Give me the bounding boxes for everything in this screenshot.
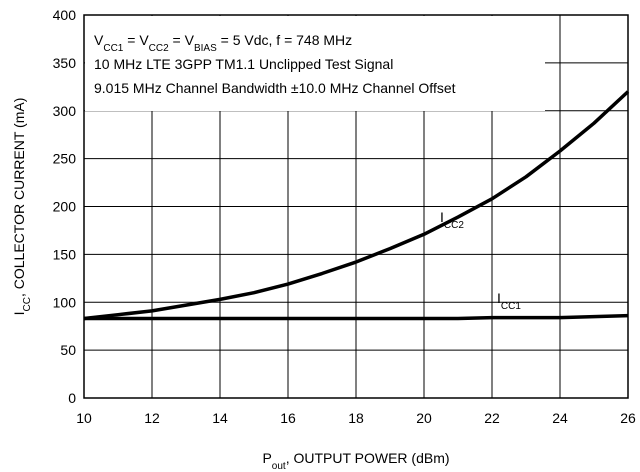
- annotation-line-part: = 5 Vdc, f = 748 MHz: [217, 32, 352, 48]
- x-axis-label-part: P: [262, 450, 271, 466]
- x-tick-label: 18: [348, 410, 364, 426]
- annotation-line-part: V: [94, 32, 104, 48]
- annotation-line: VCC1 = VCC2 = VBIAS = 5 Vdc, f = 748 MHz: [94, 32, 352, 54]
- annotation-line-part: CC1: [103, 43, 123, 54]
- y-axis-label-part: , COLLECTOR CURRENT (mA): [11, 98, 27, 297]
- x-tick-label: 12: [144, 410, 160, 426]
- annotation-line: 9.015 MHz Channel Bandwidth ±10.0 MHz Ch…: [94, 80, 456, 96]
- annotation-line-part: 9.015 MHz Channel Bandwidth ±10.0 MHz Ch…: [94, 80, 456, 96]
- series-label-part: I: [440, 209, 444, 225]
- y-axis-label-part: CC: [22, 297, 33, 311]
- annotation-line-part: 10 MHz LTE 3GPP TM1.1 Unclipped Test Sig…: [94, 56, 393, 72]
- series-label: ICC1: [497, 290, 521, 312]
- y-axis-label: ICC, COLLECTOR CURRENT (mA): [11, 98, 33, 316]
- annotation-line-part: CC2: [149, 43, 169, 54]
- x-tick-label: 26: [620, 410, 636, 426]
- series-label-part: I: [497, 290, 501, 306]
- y-tick-label: 300: [53, 103, 77, 119]
- y-tick-label: 0: [68, 390, 76, 406]
- y-tick-label: 400: [53, 7, 77, 23]
- series-label: ICC2: [440, 209, 464, 231]
- x-tick-label: 16: [280, 410, 296, 426]
- x-tick-label: 14: [212, 410, 228, 426]
- annotation-line: 10 MHz LTE 3GPP TM1.1 Unclipped Test Sig…: [94, 56, 393, 72]
- annotation-line-part: = V: [123, 32, 149, 48]
- x-tick-label: 20: [416, 410, 432, 426]
- y-tick-label: 100: [53, 294, 77, 310]
- plot-frame: [83, 14, 629, 399]
- y-tick-label: 200: [53, 199, 77, 215]
- series-label-part: CC1: [501, 301, 521, 312]
- x-tick-label: 22: [484, 410, 500, 426]
- annotation-line-part: BIAS: [194, 43, 217, 54]
- y-axis-label-part: I: [11, 311, 27, 315]
- annotation-line-part: = V: [169, 32, 195, 48]
- series-label-part: CC2: [444, 220, 464, 231]
- x-axis-label: Pout, OUTPUT POWER (dBm): [262, 450, 449, 472]
- series-line: [84, 313, 629, 321]
- y-tick-label: 150: [53, 246, 77, 262]
- x-axis-label-part: , OUTPUT POWER (dBm): [286, 450, 450, 466]
- x-tick-label: 24: [552, 410, 568, 426]
- x-axis-label-part: out: [272, 461, 286, 472]
- x-tick-label: 10: [76, 410, 92, 426]
- series-line: [83, 90, 630, 321]
- y-tick-label: 50: [60, 342, 76, 358]
- annotation-box: [85, 16, 545, 111]
- y-tick-label: 350: [53, 55, 77, 71]
- y-tick-label: 250: [53, 151, 77, 167]
